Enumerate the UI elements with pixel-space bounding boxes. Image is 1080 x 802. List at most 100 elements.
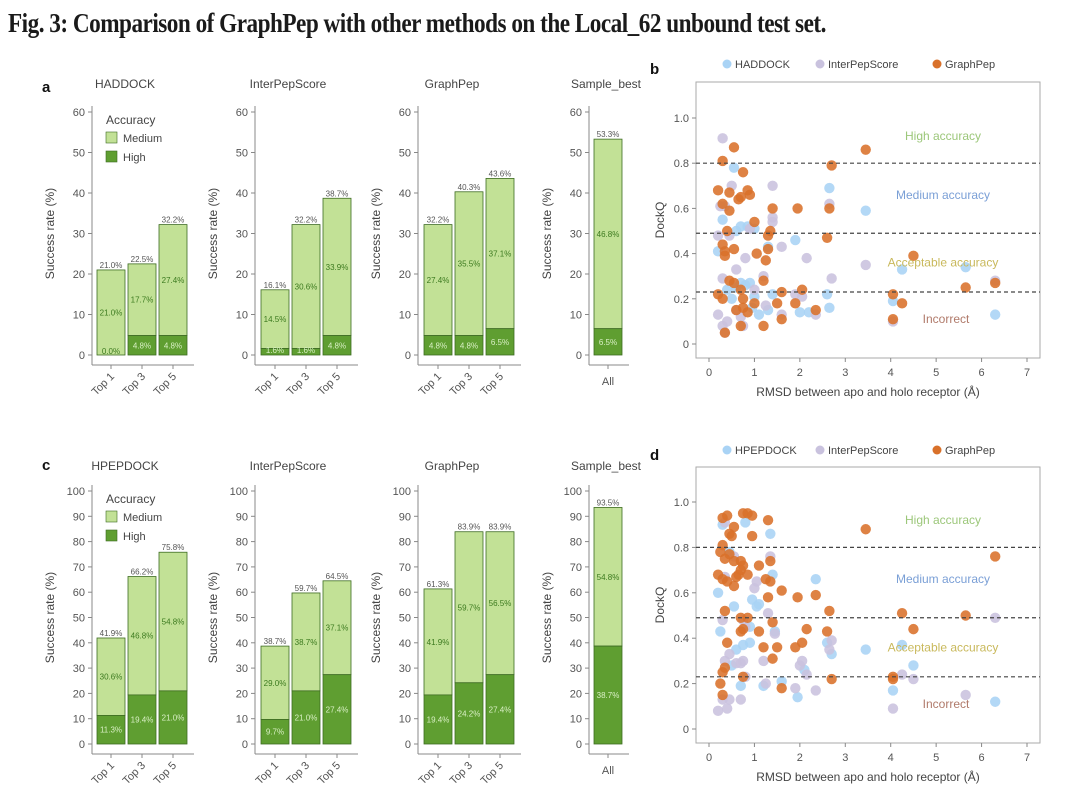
x-tick-label: 0 xyxy=(706,752,712,764)
data-point xyxy=(821,232,833,243)
y-tick-label: 0 xyxy=(576,739,582,751)
bar-high xyxy=(96,715,126,745)
data-point xyxy=(758,642,769,653)
bar-high-label: 4.8% xyxy=(429,341,447,350)
legend-marker-hpepdock xyxy=(722,445,732,455)
x-axis-label: RMSD between apo and holo receptor (Å) xyxy=(756,769,979,784)
data-point xyxy=(717,689,728,701)
y-tick-label: 0 xyxy=(683,339,689,351)
y-tick-label: 30 xyxy=(399,663,411,675)
y-tick-label: 1.0 xyxy=(674,497,689,509)
data-point xyxy=(824,605,835,617)
bar-total-label: 75.8% xyxy=(162,543,185,552)
data-point xyxy=(810,573,821,585)
legend-swatch-medium xyxy=(105,131,118,144)
y-tick-label: 100 xyxy=(393,486,411,498)
region-label: Medium accuracy xyxy=(896,572,990,586)
x-tick-label: Top 1 xyxy=(417,760,445,788)
y-tick-label: 0.4 xyxy=(674,249,689,261)
bar-high xyxy=(454,682,484,745)
bar-total-label: 21.0% xyxy=(100,261,123,270)
data-point xyxy=(990,309,1001,320)
data-point xyxy=(760,255,771,266)
data-point xyxy=(824,182,835,194)
data-point xyxy=(796,637,808,648)
subplot-title: GraphPep xyxy=(425,459,480,473)
x-tick-label: Top 1 xyxy=(254,371,282,399)
y-tick-label: 0.6 xyxy=(674,203,689,215)
bar-total-label: 16.1% xyxy=(264,281,287,290)
data-point xyxy=(765,225,776,237)
data-point xyxy=(719,553,731,564)
x-tick-label: 2 xyxy=(797,752,803,764)
region-label: Medium accuracy xyxy=(896,188,990,202)
data-point xyxy=(990,696,1001,707)
x-tick-label: All xyxy=(602,765,614,777)
y-tick-label: 50 xyxy=(399,613,411,625)
data-point xyxy=(896,298,908,309)
y-tick-label: 30 xyxy=(73,229,85,241)
bar-medium-label: 17.7% xyxy=(131,296,154,305)
region-label: Acceptable accuracy xyxy=(888,640,999,654)
data-point xyxy=(746,510,758,521)
data-point xyxy=(767,216,778,228)
bar-total-label: 83.9% xyxy=(489,523,512,532)
bar-medium-label: 37.1% xyxy=(326,624,349,633)
y-axis-label: Success rate (%) xyxy=(369,572,383,663)
bar-medium-label: 14.5% xyxy=(264,315,287,324)
bar-medium-label: 46.8% xyxy=(597,230,620,239)
data-point xyxy=(721,510,733,521)
x-tick-label: Top 5 xyxy=(316,371,344,399)
bar-high xyxy=(322,674,352,745)
y-tick-label: 50 xyxy=(570,148,582,160)
subplot-title: GraphPep xyxy=(425,77,480,91)
data-point xyxy=(769,628,781,639)
data-point xyxy=(801,623,812,635)
x-tick-label: 3 xyxy=(842,752,848,764)
bar-high xyxy=(423,694,453,745)
subplot-title: HPEPDOCK xyxy=(91,459,158,473)
data-point xyxy=(908,660,919,671)
x-tick-label: Top 3 xyxy=(285,760,313,788)
legend-label-haddock: HADDOCK xyxy=(735,59,791,71)
y-tick-label: 20 xyxy=(236,688,248,700)
legend-label-hpepdock: HPEPDOCK xyxy=(735,445,797,457)
bar-total-label: 41.9% xyxy=(100,629,123,638)
subplot-interpepscore: InterPepScore 0 10 20 30 40 50 60 Success rate (… xyxy=(206,77,358,398)
data-point xyxy=(960,610,971,621)
data-point xyxy=(744,189,756,201)
bar-total-label: 66.2% xyxy=(131,568,154,577)
data-point xyxy=(721,316,733,327)
data-point xyxy=(887,685,899,696)
data-point xyxy=(796,284,808,295)
y-tick-label: 100 xyxy=(67,486,85,498)
subplot-interpepscore: InterPepScore 0 10 20 30 40 50 60 70 80 90 100 Succe… xyxy=(206,459,358,787)
bar-high-label: 0.0% xyxy=(102,347,120,356)
data-point xyxy=(717,214,728,225)
bar-medium xyxy=(593,138,623,330)
y-tick-label: 90 xyxy=(399,511,411,523)
bar-high xyxy=(158,335,188,356)
x-tick-label: Top 5 xyxy=(479,371,507,399)
bar-medium-label: 35.5% xyxy=(458,260,481,269)
legend-swatch-high xyxy=(105,529,118,542)
data-point xyxy=(896,639,908,651)
data-point xyxy=(887,673,899,685)
data-point xyxy=(717,614,728,626)
data-point xyxy=(790,682,801,694)
bar-total-label: 22.5% xyxy=(131,255,154,264)
data-point xyxy=(719,327,731,338)
bar-high-label: 21.0% xyxy=(295,713,318,722)
bar-high-label: 1.6% xyxy=(297,346,315,355)
data-point xyxy=(821,289,833,300)
data-point xyxy=(724,648,735,660)
legend-label-graphpep: GraphPep xyxy=(945,59,995,71)
bar-total-label: 32.2% xyxy=(162,216,185,225)
data-point xyxy=(826,160,837,171)
bar-total-label: 93.5% xyxy=(597,498,620,507)
data-point xyxy=(810,685,821,696)
data-point xyxy=(760,300,771,311)
x-tick-label: Top 5 xyxy=(479,760,507,788)
y-tick-label: 0.8 xyxy=(674,542,689,554)
bar-medium-label: 30.6% xyxy=(295,283,318,292)
